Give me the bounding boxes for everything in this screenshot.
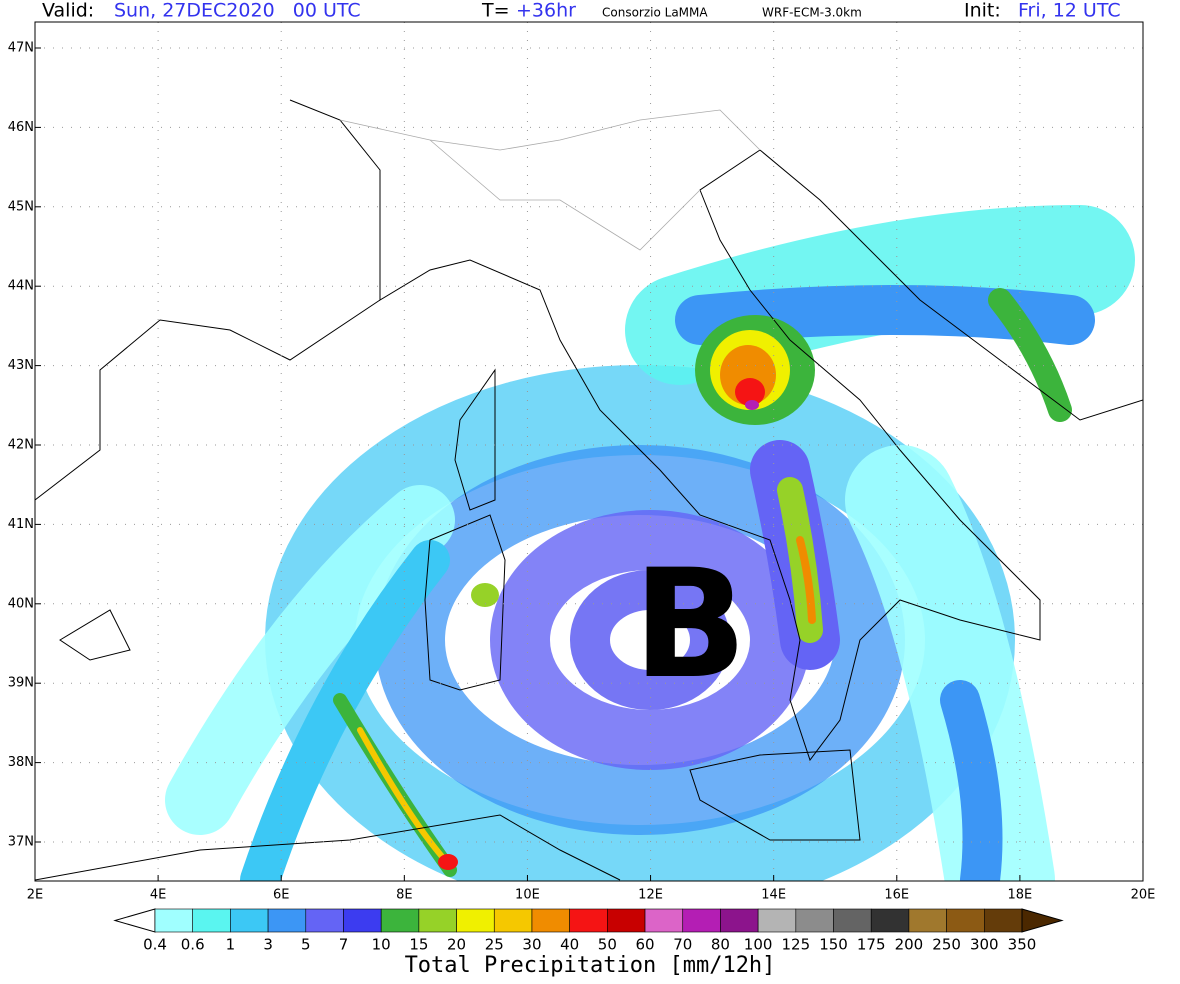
colorbar-label: 150 <box>819 936 848 954</box>
colorbar-arrow-left <box>113 908 156 933</box>
forecast-hour: +36hr <box>516 0 576 22</box>
colorbar-label: 25 <box>485 936 504 954</box>
colorbar-box <box>908 908 947 933</box>
forecast-label: T= <box>481 0 510 22</box>
colorbar-box <box>380 908 420 933</box>
lon-label: 12E <box>638 888 663 903</box>
lon-label: 16E <box>884 888 909 903</box>
axes: 47N 46N 45N 44N 43N 42N 41N 40N 39N 38N 37N 2E 4E 6E 8… <box>8 41 1156 903</box>
valid-time: Sun, 27DEC2020 00 UTC <box>114 0 361 22</box>
lon-label: 6E <box>273 888 290 903</box>
colorbar: 0.4 0.6 1 3 5 7 10 15 20 25 30 40 50 60 70 80 100 125 150 1… <box>113 908 1064 954</box>
colorbar-box <box>644 908 684 933</box>
colorbar-box <box>192 908 231 933</box>
colorbar-label: 200 <box>895 936 924 954</box>
colorbar-label: 80 <box>711 936 730 954</box>
lon-label: 18E <box>1008 888 1033 903</box>
lat-label: 44N <box>8 279 34 294</box>
colorbar-label: 250 <box>932 936 961 954</box>
map-frame <box>34 21 1144 882</box>
lon-label: 2E <box>27 888 44 903</box>
lat-label: 41N <box>8 517 34 532</box>
colorbar-title: Total Precipitation [mm/12h] <box>405 953 776 978</box>
colorbar-label: 0.6 <box>181 936 205 954</box>
source: Consorzio LaMMA <box>602 6 708 20</box>
colorbar-label: 7 <box>339 936 349 954</box>
colorbar-box <box>984 908 1023 933</box>
colorbar-label: 30 <box>522 936 541 954</box>
colorbar-box <box>493 908 533 933</box>
colorbar-box <box>946 908 985 933</box>
precipitation <box>165 205 1135 881</box>
colorbar-label: 50 <box>598 936 617 954</box>
colorbar-arrow-right <box>1021 908 1064 933</box>
coastlines <box>35 99 1143 881</box>
lon-label: 14E <box>761 888 786 903</box>
colorbar-label: 70 <box>673 936 692 954</box>
lat-label: 40N <box>8 596 34 611</box>
colorbar-box <box>230 908 269 933</box>
lat-label: 42N <box>8 438 34 453</box>
borders <box>339 109 761 251</box>
lat-label: 47N <box>8 41 34 56</box>
lat-label: 37N <box>8 835 34 850</box>
colorbar-box <box>870 908 910 933</box>
colorbar-label: 40 <box>560 936 579 954</box>
colorbar-label: 3 <box>263 936 273 954</box>
colorbar-box <box>757 908 797 933</box>
colorbar-label: 5 <box>301 936 311 954</box>
lon-label: 20E <box>1131 888 1156 903</box>
colorbar-label: 20 <box>447 936 466 954</box>
lon-label: 4E <box>150 888 167 903</box>
colorbar-box <box>569 908 608 933</box>
lat-label: 38N <box>8 755 34 770</box>
colorbar-box <box>607 908 646 933</box>
colorbar-box <box>531 908 570 933</box>
model: WRF-ECM-3.0km <box>762 6 862 20</box>
colorbar-box <box>343 908 382 933</box>
init-label: Init: <box>964 0 1001 22</box>
colorbar-label: 300 <box>970 936 999 954</box>
colorbar-box <box>682 908 721 933</box>
colorbar-box <box>154 908 193 933</box>
colorbar-box <box>833 908 872 933</box>
colorbar-box <box>418 908 457 933</box>
colorbar-label: 10 <box>372 936 391 954</box>
colorbar-label: 15 <box>409 936 428 954</box>
colorbar-label: 125 <box>782 936 811 954</box>
lon-label: 10E <box>515 888 540 903</box>
colorbar-box <box>720 908 759 933</box>
precipitation-core <box>438 315 815 870</box>
map-area: B <box>35 22 1143 881</box>
init-time: Fri, 12 UTC <box>1018 0 1121 22</box>
lon-label: 8E <box>396 888 413 903</box>
colorbar-box <box>267 908 307 933</box>
lat-label: 39N <box>8 676 34 691</box>
colorbar-box <box>456 908 495 933</box>
lat-label: 46N <box>8 120 34 135</box>
colorbar-box <box>305 908 344 933</box>
colorbar-label: 60 <box>635 936 654 954</box>
colorbar-box <box>795 908 834 933</box>
colorbar-label: 1 <box>226 936 236 954</box>
lat-label: 45N <box>8 199 34 214</box>
colorbar-label: 350 <box>1008 936 1037 954</box>
colorbar-label: 0.4 <box>143 936 167 954</box>
colorbar-label: 100 <box>744 936 773 954</box>
lat-label: 43N <box>8 358 34 373</box>
low-pressure-marker: B <box>633 538 747 712</box>
colorbar-label: 175 <box>857 936 886 954</box>
valid-label: Valid: <box>42 0 94 22</box>
